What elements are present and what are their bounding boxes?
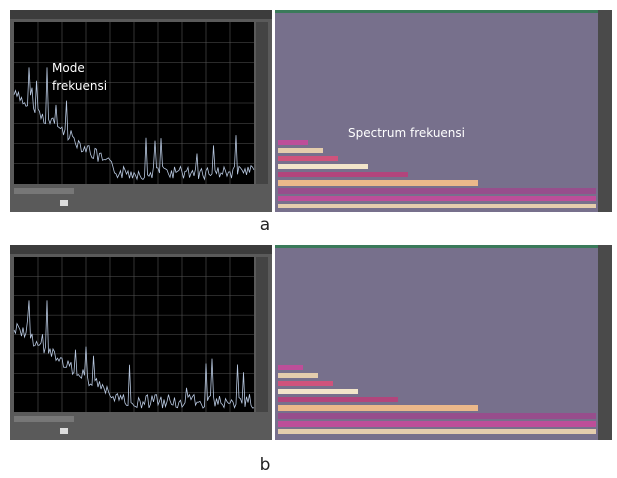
band: [278, 421, 596, 427]
panel-b: [10, 245, 612, 440]
band: [278, 389, 358, 394]
band: [278, 204, 596, 208]
scale-strip: [598, 10, 612, 212]
band: [278, 397, 398, 402]
spectrum-trace: [13, 300, 255, 409]
slider: [60, 200, 68, 206]
title-bar: [275, 245, 612, 248]
band: [278, 188, 596, 194]
scale-strip: [256, 22, 268, 184]
band: [278, 405, 478, 411]
title-bar: [10, 10, 272, 19]
band: [278, 413, 596, 419]
mode-label: Mode: [52, 61, 85, 75]
mode-label: frekuensi: [52, 79, 107, 93]
title-bar: [275, 10, 612, 13]
band: [278, 164, 368, 169]
band: [278, 172, 408, 177]
scale-strip: [598, 245, 612, 440]
band: [278, 148, 323, 153]
spectrum-label: Spectrum frekuensi: [348, 126, 465, 140]
slider: [60, 428, 68, 434]
scale-strip: [256, 257, 268, 412]
panel-a: [10, 10, 612, 212]
panel-label: b: [260, 455, 271, 475]
band: [278, 381, 333, 386]
control-bar: [14, 188, 74, 194]
title-bar: [10, 245, 272, 254]
spectrum-trace: [13, 67, 255, 181]
band: [278, 365, 303, 370]
panel-label: a: [260, 215, 270, 235]
control-bar: [14, 416, 74, 422]
band: [278, 196, 596, 201]
band: [278, 429, 596, 434]
band: [278, 140, 308, 145]
band: [278, 156, 338, 161]
band: [278, 180, 478, 186]
band: [278, 373, 318, 378]
spectrogram: [275, 10, 612, 212]
